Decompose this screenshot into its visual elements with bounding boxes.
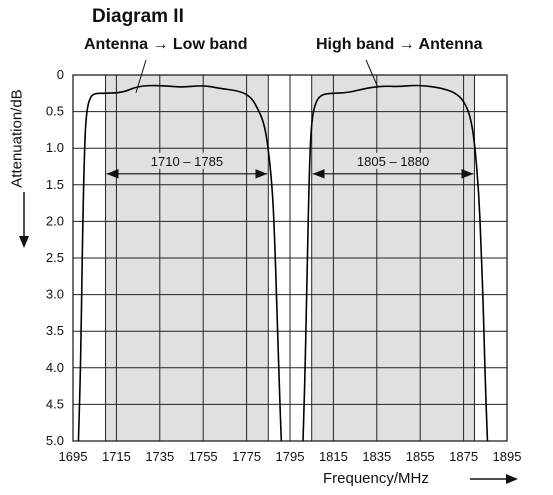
y-tick-label: 1.0 [46,140,64,155]
x-tick-label: 1815 [319,449,348,464]
x-tick-label: 1735 [145,449,174,464]
chart-title: Diagram II [92,6,184,27]
y-tick-label: 0 [57,67,64,82]
y-tick-label: 2.0 [46,213,64,228]
x-axis-label: Frequency/MHz [323,470,429,487]
leader-line-low-band [135,59,147,93]
y-tick-label: 5.0 [46,433,64,448]
band-label-1: 1805 – 1880 [357,154,429,169]
x-tick-label: 1895 [493,449,522,464]
subtitle-low-band: Antenna → Low band [84,36,248,53]
y-tick-label: 4.0 [46,360,64,375]
y-tick-label: 2.5 [46,250,64,265]
x-axis-arrowhead [506,474,518,484]
x-tick-label: 1795 [276,449,305,464]
y-tick-label: 1.5 [46,177,64,192]
x-tick-label: 1695 [59,449,88,464]
x-tick-label: 1755 [189,449,218,464]
band-label-bg-1 [353,152,434,169]
plot-frame [72,74,508,442]
y-tick-label: 4.5 [46,396,64,411]
x-tick-label: 1775 [232,449,261,464]
y-tick-label: 0.5 [46,104,64,119]
y-axis-arrowhead [19,236,29,248]
y-tick-label: 3.0 [46,287,64,302]
attenuation-curve-1 [302,84,489,442]
x-tick-label: 1875 [449,449,478,464]
attenuation-curve-0 [77,84,283,442]
x-tick-label: 1715 [102,449,131,464]
band-label-bg-0 [146,152,227,169]
x-tick-label: 1835 [362,449,391,464]
y-tick-label: 3.5 [46,323,64,338]
subtitle-high-band: High band → Antenna [316,36,483,53]
x-tick-label: 1855 [406,449,435,464]
band-label-0: 1710 – 1785 [151,154,223,169]
leader-line-high-band [365,59,379,88]
